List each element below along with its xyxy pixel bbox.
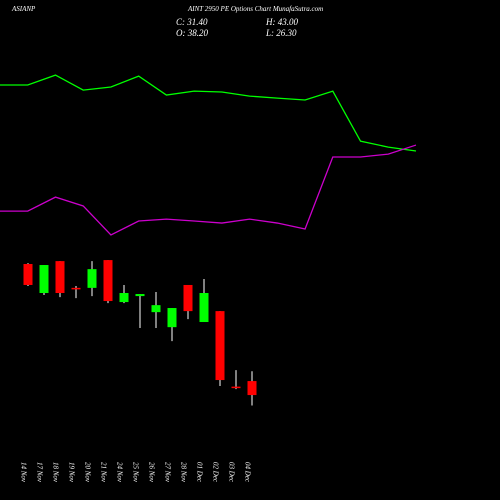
x-tick-label: 24 Nov xyxy=(115,462,123,483)
indicator-line xyxy=(0,144,417,236)
candle-body xyxy=(199,293,209,323)
x-tick-label: 27 Nov xyxy=(163,462,171,483)
candle-body xyxy=(55,261,65,294)
x-tick-label: 21 Nov xyxy=(99,462,107,483)
candle-body xyxy=(119,293,129,303)
candle-body xyxy=(39,265,49,294)
candle-body xyxy=(183,284,193,312)
chart-title: AINT 2950 PE Options Chart MunafaSutra.c… xyxy=(187,5,323,13)
x-tick-label: 04 Dec xyxy=(243,462,251,483)
high-value: H: 43.00 xyxy=(265,17,298,27)
candle-body xyxy=(103,260,113,302)
x-tick-label: 01 Dec xyxy=(195,462,203,483)
x-tick-label: 26 Nov xyxy=(147,462,155,483)
x-tick-label: 14 Nov xyxy=(19,462,27,483)
candle-body xyxy=(151,305,161,313)
candle-body xyxy=(247,381,257,396)
x-tick-label: 19 Nov xyxy=(67,462,75,483)
candle-body xyxy=(87,269,97,288)
candle-body xyxy=(135,294,145,297)
x-tick-label: 25 Nov xyxy=(131,462,139,483)
candle-body xyxy=(231,386,241,389)
x-tick-label: 03 Dec xyxy=(227,462,235,483)
x-tick-label: 28 Nov xyxy=(179,462,187,483)
x-tick-label: 17 Nov xyxy=(35,462,43,483)
candle-body xyxy=(167,308,177,328)
candle-body xyxy=(71,287,81,290)
x-tick-label: 20 Nov xyxy=(83,462,91,483)
indicator-line xyxy=(0,74,417,152)
x-tick-label: 02 Dec xyxy=(211,462,219,483)
low-value: L: 26.30 xyxy=(265,28,297,38)
close-value: C: 31.40 xyxy=(176,17,208,27)
open-value: O: 38.20 xyxy=(176,28,208,38)
candle-body xyxy=(23,263,33,285)
x-tick-label: 18 Nov xyxy=(51,462,59,483)
candle-body xyxy=(215,311,225,381)
symbol: ASIANP xyxy=(11,5,36,13)
